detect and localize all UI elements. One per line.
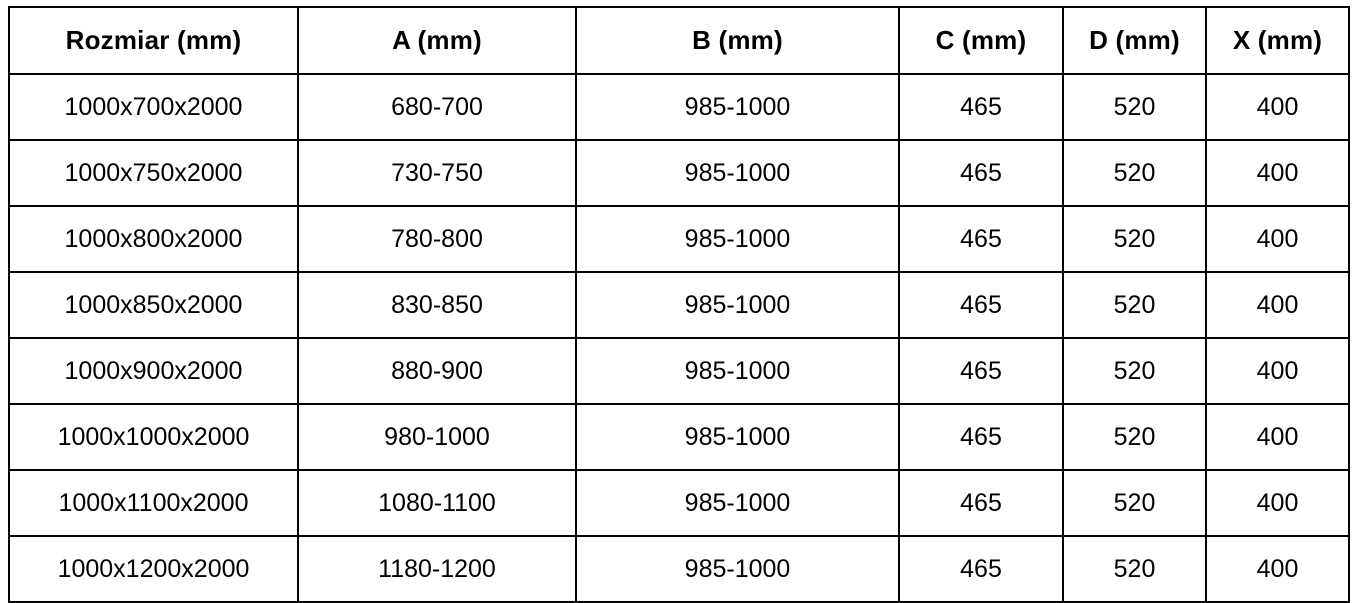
column-header-x: X (mm) — [1205, 6, 1350, 75]
cell-rozmiar: 1000x1000x2000 — [8, 403, 299, 471]
cell-rozmiar: 1000x700x2000 — [8, 73, 299, 141]
cell-a: 730-750 — [297, 139, 577, 207]
cell-rozmiar: 1000x850x2000 — [8, 271, 299, 339]
column-header-c: C (mm) — [898, 6, 1064, 75]
cell-rozmiar: 1000x1200x2000 — [8, 535, 299, 603]
cell-a: 680-700 — [297, 73, 577, 141]
cell-a: 830-850 — [297, 271, 577, 339]
table-body: 1000x700x2000 680-700 985-1000 465 520 4… — [8, 73, 1350, 603]
column-header-a: A (mm) — [297, 6, 577, 75]
cell-d: 520 — [1062, 403, 1207, 471]
cell-x: 400 — [1205, 337, 1350, 405]
cell-x: 400 — [1205, 535, 1350, 603]
cell-c: 465 — [898, 337, 1064, 405]
cell-rozmiar: 1000x750x2000 — [8, 139, 299, 207]
cell-a: 780-800 — [297, 205, 577, 273]
table-row: 1000x1200x2000 1180-1200 985-1000 465 52… — [8, 535, 1350, 603]
table-header-row: Rozmiar (mm) A (mm) B (mm) C (mm) D (mm)… — [8, 6, 1350, 75]
cell-x: 400 — [1205, 403, 1350, 471]
column-header-d: D (mm) — [1062, 6, 1207, 75]
cell-c: 465 — [898, 271, 1064, 339]
cell-b: 985-1000 — [575, 271, 900, 339]
table-row: 1000x800x2000 780-800 985-1000 465 520 4… — [8, 205, 1350, 273]
cell-rozmiar: 1000x1100x2000 — [8, 469, 299, 537]
dimensions-table: Rozmiar (mm) A (mm) B (mm) C (mm) D (mm)… — [8, 6, 1350, 603]
cell-x: 400 — [1205, 73, 1350, 141]
cell-b: 985-1000 — [575, 535, 900, 603]
cell-b: 985-1000 — [575, 205, 900, 273]
cell-x: 400 — [1205, 139, 1350, 207]
table-row: 1000x850x2000 830-850 985-1000 465 520 4… — [8, 271, 1350, 339]
column-header-b: B (mm) — [575, 6, 900, 75]
table-row: 1000x700x2000 680-700 985-1000 465 520 4… — [8, 73, 1350, 141]
cell-c: 465 — [898, 535, 1064, 603]
cell-c: 465 — [898, 469, 1064, 537]
cell-d: 520 — [1062, 535, 1207, 603]
table-row: 1000x750x2000 730-750 985-1000 465 520 4… — [8, 139, 1350, 207]
cell-b: 985-1000 — [575, 469, 900, 537]
cell-a: 980-1000 — [297, 403, 577, 471]
table-row: 1000x900x2000 880-900 985-1000 465 520 4… — [8, 337, 1350, 405]
cell-b: 985-1000 — [575, 403, 900, 471]
cell-b: 985-1000 — [575, 73, 900, 141]
cell-x: 400 — [1205, 271, 1350, 339]
table-row: 1000x1100x2000 1080-1100 985-1000 465 52… — [8, 469, 1350, 537]
cell-c: 465 — [898, 139, 1064, 207]
table-header: Rozmiar (mm) A (mm) B (mm) C (mm) D (mm)… — [8, 6, 1350, 75]
cell-d: 520 — [1062, 469, 1207, 537]
cell-x: 400 — [1205, 205, 1350, 273]
cell-a: 880-900 — [297, 337, 577, 405]
dimensions-table-container: Rozmiar (mm) A (mm) B (mm) C (mm) D (mm)… — [8, 6, 1350, 603]
cell-c: 465 — [898, 403, 1064, 471]
cell-d: 520 — [1062, 73, 1207, 141]
cell-a: 1080-1100 — [297, 469, 577, 537]
cell-b: 985-1000 — [575, 337, 900, 405]
cell-c: 465 — [898, 73, 1064, 141]
cell-d: 520 — [1062, 337, 1207, 405]
cell-x: 400 — [1205, 469, 1350, 537]
cell-a: 1180-1200 — [297, 535, 577, 603]
table-row: 1000x1000x2000 980-1000 985-1000 465 520… — [8, 403, 1350, 471]
cell-b: 985-1000 — [575, 139, 900, 207]
cell-d: 520 — [1062, 271, 1207, 339]
cell-d: 520 — [1062, 205, 1207, 273]
cell-rozmiar: 1000x900x2000 — [8, 337, 299, 405]
cell-c: 465 — [898, 205, 1064, 273]
column-header-rozmiar: Rozmiar (mm) — [8, 6, 299, 75]
cell-rozmiar: 1000x800x2000 — [8, 205, 299, 273]
cell-d: 520 — [1062, 139, 1207, 207]
